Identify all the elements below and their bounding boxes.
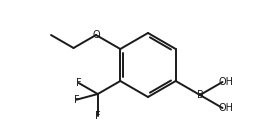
Text: O: O — [92, 30, 100, 40]
Text: F: F — [95, 111, 101, 121]
Text: F: F — [76, 78, 82, 88]
Text: F: F — [74, 95, 79, 105]
Text: B: B — [197, 90, 203, 100]
Text: OH: OH — [219, 77, 234, 87]
Text: OH: OH — [219, 103, 234, 113]
